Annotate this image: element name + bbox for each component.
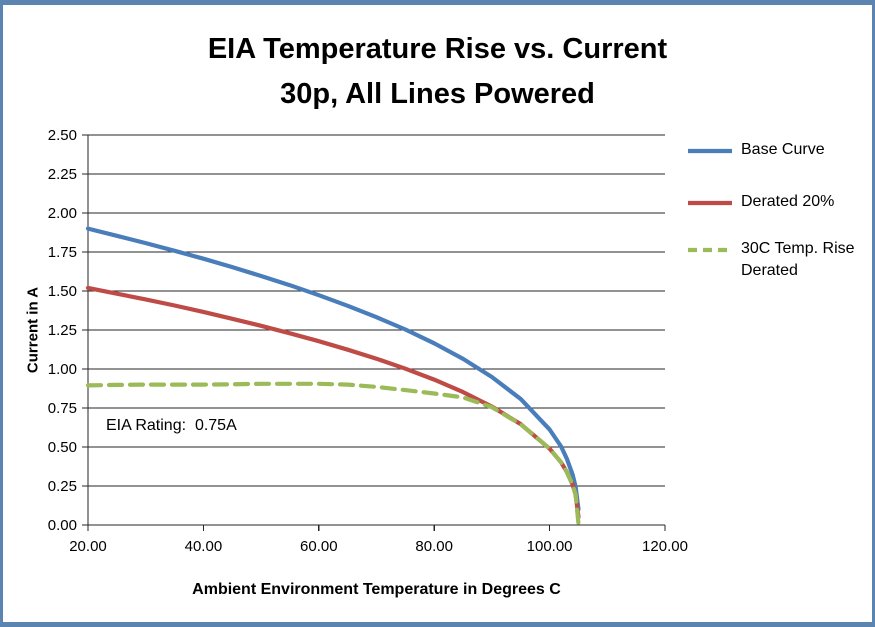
legend: Base Curve Derated 20% 30C Temp. Rise Derat… [686, 139, 872, 281]
legend-label: Base Curve [741, 141, 825, 158]
legend-label: Derated 20% [741, 192, 835, 210]
y-axis-title: Current in A [24, 286, 42, 374]
x-tick-label: 60.00 [300, 538, 338, 555]
x-tick-label: 80.00 [415, 538, 453, 555]
chart-title: EIA Temperature Rise vs. Current 30p, Al… [3, 27, 872, 117]
x-tick-label: 120.00 [642, 538, 688, 555]
chart-title-line-2: 30p, All Lines Powered [280, 77, 595, 110]
y-tick-label: 0.50 [48, 439, 77, 456]
y-tick-label: 2.25 [48, 166, 77, 183]
x-tick-label: 100.00 [527, 538, 573, 555]
x-tick-label: 20.00 [69, 538, 107, 555]
series-30c-temp-rise-derated [85, 381, 581, 527]
series-base-curve [85, 226, 581, 512]
y-tick-label: 1.75 [48, 244, 77, 261]
y-tick-label: 2.50 [48, 127, 77, 144]
legend-swatch-line-icon [688, 148, 732, 154]
plot-area: 0.00 0.25 0.50 0.75 1.00 1.25 1.50 1.75 2.00 2.25… [48, 127, 688, 555]
legend-item-base-curve: Base Curve [686, 139, 872, 161]
x-tick-label: 40.00 [185, 538, 223, 555]
series-derated-20- [85, 285, 581, 520]
y-tick-label: 0.25 [48, 478, 77, 495]
eia-rating-annotation: EIA Rating: 0.75A [106, 417, 237, 434]
y-tick-label: 0.00 [48, 517, 77, 534]
x-axis-title: Ambient Environment Temperature in Degre… [192, 581, 561, 598]
y-tick-label: 1.25 [48, 322, 77, 339]
y-tick-label: 1.00 [48, 361, 77, 378]
y-tick-label: 0.75 [48, 400, 77, 417]
legend-label: 30C Temp. Rise Derated [741, 240, 855, 279]
legend-item-30c-temp-rise-derated: 30C Temp. Rise Derated [686, 238, 872, 281]
y-tick-label: 1.50 [48, 283, 77, 300]
legend-item-derated-20-: Derated 20% [686, 191, 872, 213]
legend-swatch-line-icon [688, 200, 732, 205]
y-tick-label: 2.00 [48, 205, 77, 222]
legend-swatch-line-icon [688, 248, 732, 253]
chart-title-line-1: EIA Temperature Rise vs. Current [207, 33, 668, 65]
